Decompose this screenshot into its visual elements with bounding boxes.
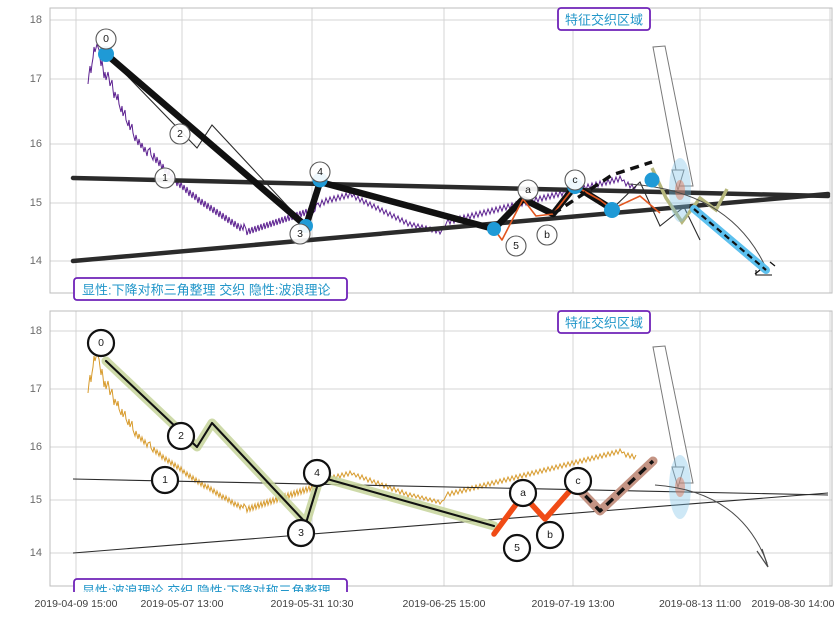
marker-label: 3 xyxy=(298,527,304,539)
x-tick: 2019-08-30 14:00 xyxy=(752,598,835,610)
marker-label: 5 xyxy=(514,542,520,554)
bottom-wave-markers: 0 2 1 4 3 5 a b c xyxy=(86,328,593,563)
y-tick: 15 xyxy=(30,197,42,209)
bottom-y-axis: 18 17 16 15 14 xyxy=(30,325,42,559)
bottom-projection-curve xyxy=(654,484,768,564)
y-tick: 17 xyxy=(30,73,42,85)
marker-label: 1 xyxy=(162,172,168,184)
top-zone-ellipse xyxy=(669,158,691,222)
marker-label: a xyxy=(525,184,531,196)
wave-node-b2 xyxy=(604,202,620,218)
top-y-axis: 18 17 16 15 14 xyxy=(30,14,42,267)
marker-label: 0 xyxy=(103,33,109,45)
top-gridlines xyxy=(49,7,833,294)
x-axis-svg: 2019-04-09 15:00 2019-05-07 13:00 2019-0… xyxy=(35,598,835,610)
marker-label: b xyxy=(547,529,553,541)
marker-label: 2 xyxy=(178,430,184,442)
marker-label: 1 xyxy=(162,474,168,486)
marker-label: b xyxy=(544,229,550,241)
wave-node-end xyxy=(644,172,660,188)
wave-node-5 xyxy=(487,222,501,236)
y-tick: 14 xyxy=(30,255,42,267)
top-forecast-tick xyxy=(755,270,772,276)
top-cone-arrow xyxy=(671,169,685,192)
bottom-abc-corrective xyxy=(491,482,578,537)
top-pattern-annotation: 显性:下降对称三角整理 交织 隐性:波浪理论 xyxy=(73,277,348,301)
bottom-projection-cone xyxy=(652,345,694,484)
top-projection-cone xyxy=(652,45,694,187)
x-tick: 2019-04-09 15:00 xyxy=(35,598,118,610)
wave-node-0 xyxy=(98,46,114,62)
y-tick: 18 xyxy=(30,325,42,337)
marker-label: 4 xyxy=(317,166,323,178)
zone-label-text: 特征交织区域 xyxy=(565,13,643,28)
pattern-annotation-text: 显性:波浪理论 交织 隐性:下降对称三角整理 xyxy=(82,584,330,593)
bottom-zone-annotation: 特征交织区域 xyxy=(557,310,651,334)
marker-label: 2 xyxy=(177,128,183,140)
y-tick: 16 xyxy=(30,441,42,453)
top-wave-markers: 0 2 1 4 3 5 a b c xyxy=(95,28,586,257)
triangle-lower-line xyxy=(72,492,829,554)
bottom-breakout-dashed xyxy=(573,459,655,513)
y-tick: 16 xyxy=(30,138,42,150)
bottom-zone-ellipse-inner xyxy=(675,477,685,497)
triangle-upper-line xyxy=(72,478,829,496)
x-tick: 2019-08-13 11:00 xyxy=(659,598,741,610)
marker-label: c xyxy=(575,475,580,487)
y-tick: 18 xyxy=(30,14,42,26)
bottom-chart-panel: 18 17 16 15 14 xyxy=(0,305,839,592)
marker-label: 5 xyxy=(513,240,519,252)
top-zone-annotation: 特征交织区域 xyxy=(557,7,651,31)
bottom-pattern-annotation: 显性:波浪理论 交织 隐性:下降对称三角整理 xyxy=(73,578,348,593)
bottom-projection-arrowhead xyxy=(756,548,769,568)
marker-label: 3 xyxy=(297,228,303,240)
bottom-zone-ellipse xyxy=(669,455,691,519)
triangle-upper-line xyxy=(70,175,831,199)
x-tick: 2019-06-25 15:00 xyxy=(403,598,486,610)
top-abc-corrective xyxy=(493,185,576,241)
marker-label: a xyxy=(520,487,526,499)
x-tick: 2019-05-07 13:00 xyxy=(141,598,224,610)
x-axis-strip: 2019-04-09 15:00 2019-05-07 13:00 2019-0… xyxy=(0,592,839,617)
bottom-cone-arrow xyxy=(671,466,685,489)
triangle-lower-line xyxy=(70,191,831,264)
x-tick: 2019-07-19 13:00 xyxy=(532,598,615,610)
y-tick: 17 xyxy=(30,383,42,395)
marker-label: c xyxy=(572,174,577,186)
bottom-chart-svg: 18 17 16 15 14 xyxy=(30,310,833,593)
bottom-impulse-wave xyxy=(104,359,496,528)
zone-label-text: 特征交织区域 xyxy=(565,316,643,331)
marker-label: 0 xyxy=(98,337,104,349)
top-chart-panel: 18 17 16 15 14 xyxy=(0,0,839,305)
pattern-annotation-text: 显性:下降对称三角整理 交织 隐性:波浪理论 xyxy=(82,283,330,298)
x-tick: 2019-05-31 10:30 xyxy=(271,598,354,610)
top-dashed-breakout xyxy=(552,160,653,216)
bottom-wave-highlight xyxy=(101,356,499,531)
top-zone-ellipse-inner xyxy=(675,180,685,200)
y-tick: 15 xyxy=(30,494,42,506)
marker-label: 4 xyxy=(314,467,320,479)
top-forecast-line xyxy=(693,208,767,271)
top-price-series xyxy=(87,42,637,236)
y-tick: 14 xyxy=(30,547,42,559)
bottom-gridlines xyxy=(49,310,833,587)
top-chart-svg: 18 17 16 15 14 xyxy=(30,7,833,301)
